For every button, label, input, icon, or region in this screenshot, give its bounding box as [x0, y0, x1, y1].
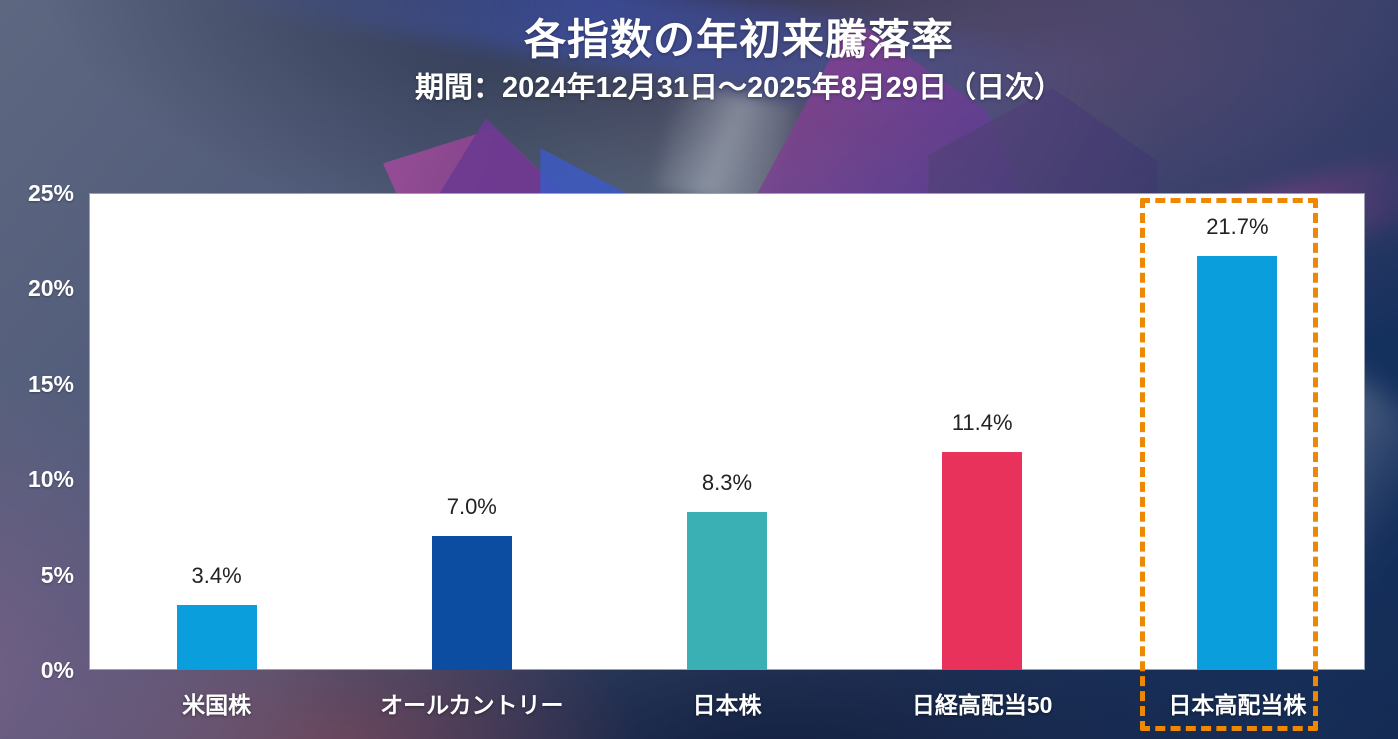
bar — [942, 452, 1023, 670]
bar-value-label: 7.0% — [446, 494, 497, 520]
bar — [176, 605, 257, 670]
category-label: オールカントリー — [380, 692, 564, 718]
y-axis-tick-label: 0% — [40, 657, 74, 683]
bar-value-label: 3.4% — [191, 563, 242, 589]
category-label: 日本高配当株 — [1168, 692, 1307, 718]
highlight-outline — [1140, 198, 1319, 731]
y-axis-tick-label: 20% — [27, 275, 74, 302]
chart-subtitle: 期間：2024年12月31日～2025年8月29日（日次） — [415, 72, 1063, 104]
category-label: 日経高配当50 — [911, 692, 1053, 718]
category-label: 米国株 — [182, 692, 252, 718]
y-axis-tick-label: 15% — [27, 370, 74, 397]
category-label: 日本株 — [692, 692, 762, 718]
bar — [687, 511, 767, 670]
y-axis-labels: 0% 5% 10% 15% 20% 25% — [0, 0, 74, 739]
bar-value-label: 11.4% — [951, 410, 1013, 436]
y-axis-tick-label: 5% — [40, 561, 74, 588]
chart-header: 各指数の年初来騰落率 期間：2024年12月31日～2025年8月29日（日次） — [415, 14, 1063, 106]
y-axis-tick-label: 10% — [27, 466, 74, 493]
bar — [431, 536, 512, 670]
chart-title: 各指数の年初来騰落率 — [523, 16, 954, 63]
bar-value-label: 21.7% — [1206, 213, 1269, 239]
bar-value-label: 8.3% — [701, 469, 753, 495]
bar — [1197, 255, 1278, 670]
y-axis-tick-label: 25% — [27, 180, 74, 206]
